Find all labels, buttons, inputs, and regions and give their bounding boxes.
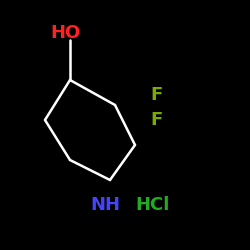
Text: HCl: HCl <box>135 196 170 214</box>
Text: HO: HO <box>50 24 80 42</box>
Text: F: F <box>150 86 162 104</box>
Text: F: F <box>150 111 162 129</box>
Text: NH: NH <box>90 196 120 214</box>
